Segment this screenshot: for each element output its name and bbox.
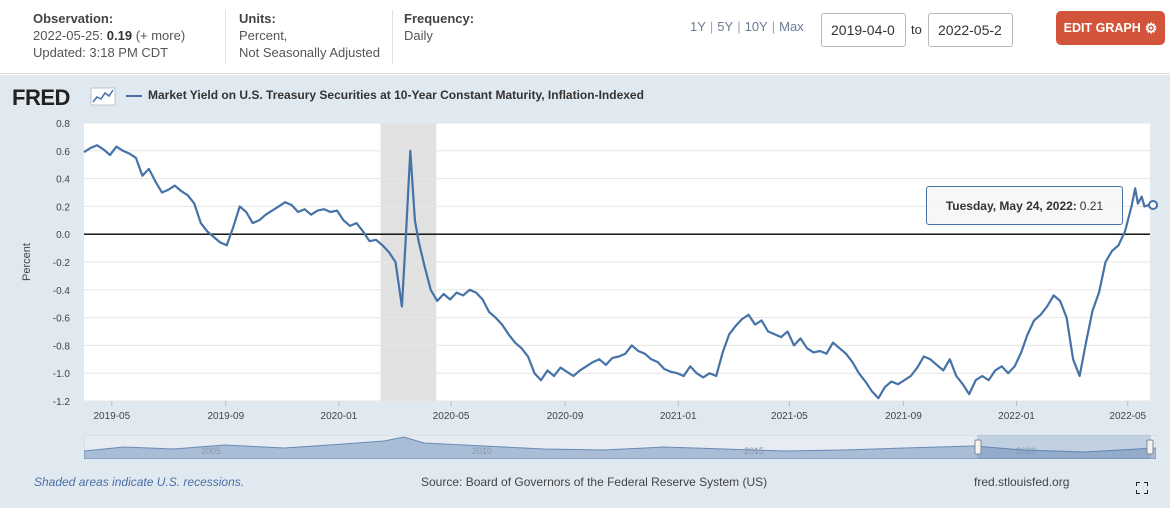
y-axis-title: Percent — [21, 243, 33, 281]
navigator-right-handle[interactable] — [1146, 439, 1154, 455]
x-tick-label: 2022-05 — [1109, 411, 1146, 422]
units-line1: Percent, — [239, 28, 288, 43]
x-tick-label: 2021-09 — [885, 411, 922, 422]
tooltip-value: 0.21 — [1079, 198, 1104, 213]
source-note: Source: Board of Governors of the Federa… — [421, 475, 768, 489]
x-tick-label: 2022-01 — [998, 411, 1035, 422]
fullscreen-icon[interactable] — [1136, 482, 1148, 494]
series-line[interactable] — [83, 144, 1152, 400]
units-label: Units: — [239, 11, 276, 26]
navigator-area — [84, 436, 1156, 459]
legend-label: Market Yield on U.S. Treasury Securities… — [148, 88, 644, 102]
navigator-year-label: 2015 — [744, 446, 764, 456]
gear-icon: ⚙ — [1144, 19, 1158, 36]
y-tick-label: 0.8 — [56, 119, 70, 130]
x-tick-label: 2020-05 — [433, 411, 470, 422]
x-tick-label: 2020-09 — [547, 411, 584, 422]
x-axis-ticks: 2019-05 2019-09 2020-01 2020-05 2020-09 2021-… — [93, 401, 1147, 422]
observation-block: Observation: 2022-05-25: 0.19 (+ more) U… — [33, 10, 223, 61]
start-date-input[interactable] — [821, 13, 906, 47]
range-5y[interactable]: 5Y — [717, 19, 734, 34]
tooltip-date: Tuesday, May 24, 2022: — [945, 198, 1077, 213]
x-tick-label: 2019-09 — [207, 411, 244, 422]
range-1y[interactable]: 1Y — [690, 19, 706, 34]
range-10y[interactable]: 10Y — [744, 19, 768, 34]
navigator-selection[interactable] — [977, 435, 1151, 459]
y-tick-label: -0.6 — [53, 314, 71, 325]
grid-layer — [84, 122, 1150, 402]
y-tick-label: -1.2 — [53, 397, 71, 408]
observation-line: 2022-05-25: 0.19 (+ more) — [33, 27, 223, 44]
fred-logo: FRED — [12, 85, 116, 109]
hover-point — [1148, 200, 1159, 211]
frequency-label: Frequency: — [404, 11, 475, 26]
y-tick-label: -1.0 — [53, 369, 71, 380]
range-max[interactable]: Max — [779, 19, 804, 34]
frequency-block: Frequency: Daily — [404, 10, 514, 44]
navigator-year-label: 2005 — [201, 446, 221, 456]
divider — [392, 10, 393, 64]
range-selector: 1Y | 5Y | 10Y | Max — [690, 19, 804, 34]
navigator-left-handle[interactable] — [974, 439, 982, 455]
y-axis-ticks: 0.8 0.6 0.4 0.2 0.0 -0.2 -0.4 -0.6 -0.8 -1.0 -1.2 — [53, 119, 71, 408]
y-tick-label: -0.2 — [53, 258, 71, 269]
observation-value: 0.19 — [106, 28, 133, 43]
edit-graph-label: EDIT GRAPH — [1063, 21, 1141, 35]
x-tick-label: 2019-05 — [93, 411, 130, 422]
observation-more-link[interactable]: (+ more) — [135, 28, 186, 43]
units-line2: Not Seasonally Adjusted — [239, 45, 380, 60]
legend-swatch — [126, 95, 142, 97]
navigator-bar[interactable]: 2005 2010 2015 2020 — [84, 435, 1156, 459]
range-separator: | — [709, 19, 714, 34]
divider — [225, 10, 226, 64]
recession-note: Shaded areas indicate U.S. recessions. — [34, 475, 245, 489]
y-tick-label: 0.6 — [56, 147, 70, 158]
y-tick-label: 0.4 — [56, 175, 70, 186]
to-label: to — [911, 22, 922, 37]
observation-date: 2022-05-25: — [33, 28, 104, 43]
plot-svg[interactable]: 0.80.60.40.20.0-0.2-0.4-0.6-0.8-1.0-1.2 … — [0, 75, 1170, 508]
units-block: Units: Percent, Not Seasonally Adjusted — [239, 10, 399, 61]
tooltip: Tuesday, May 24, 2022: 0.21 — [926, 186, 1123, 225]
navigator-year-label: 2020 — [1016, 446, 1036, 456]
y-tick-label: 0.2 — [56, 202, 70, 213]
x-tick-label: 2021-01 — [660, 411, 697, 422]
observation-label: Observation: — [33, 11, 114, 26]
end-date-input[interactable] — [928, 13, 1013, 47]
site-link[interactable]: fred.stlouisfed.org — [974, 475, 1070, 489]
x-tick-label: 2020-01 — [321, 411, 358, 422]
navigator-year-label: 2010 — [472, 446, 492, 456]
header-bar: Observation: 2022-05-25: 0.19 (+ more) U… — [0, 0, 1170, 74]
range-separator: | — [737, 19, 741, 34]
logo-line-icon — [92, 89, 114, 103]
y-tick-label: -0.8 — [53, 341, 71, 352]
y-tick-label: -0.4 — [53, 286, 71, 297]
range-separator: | — [771, 19, 776, 34]
updated-text: Updated: 3:18 PM CDT — [33, 45, 169, 60]
x-tick-label: 2021-05 — [771, 411, 808, 422]
frequency-value: Daily — [404, 28, 433, 43]
edit-graph-button[interactable]: EDIT GRAPH ⚙ — [1056, 11, 1165, 45]
fred-logo-text: FRED — [12, 85, 70, 109]
chart-area: FRED Market Yield on U.S. Treasury Secur… — [0, 75, 1170, 508]
y-tick-label: 0.0 — [56, 230, 70, 241]
